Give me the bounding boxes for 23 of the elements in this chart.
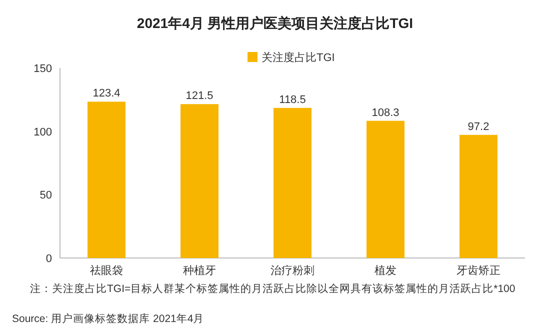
data-label: 118.5 [279,94,306,106]
y-tick-label: 100 [34,126,52,138]
y-tick-label: 0 [46,253,52,265]
x-tick-label: 祛眼袋 [90,264,123,277]
x-tick-label: 种植牙 [183,264,216,277]
data-label: 108.3 [372,106,400,119]
data-label: 123.4 [92,88,120,100]
legend-label: 关注度占比TGI [262,51,335,64]
x-tick-label: 植发 [374,264,396,277]
x-tick-label: 治疗粉刺 [270,264,314,277]
bar [274,108,312,258]
text: 注：关注度占比TGI=目标人群某个标签属性的月活跃占比除以全网具有该标签属性的月活跃占比*100 [30,282,516,295]
bar [180,104,218,258]
chart-title: 2021年4月 男性用户医美项目关注度占比TGI [136,15,414,31]
x-tick-label: 牙齿矫正 [456,264,500,277]
source-note: Source: 用户画像标签数据库 2021年4月 [12,312,204,325]
bar [460,134,498,258]
data-label: 121.5 [186,90,214,102]
bar [366,120,404,258]
data-label: 97.2 [468,120,490,133]
y-tick-label: 150 [34,63,52,75]
y-tick-label: 50 [40,190,52,202]
bar [88,102,126,258]
